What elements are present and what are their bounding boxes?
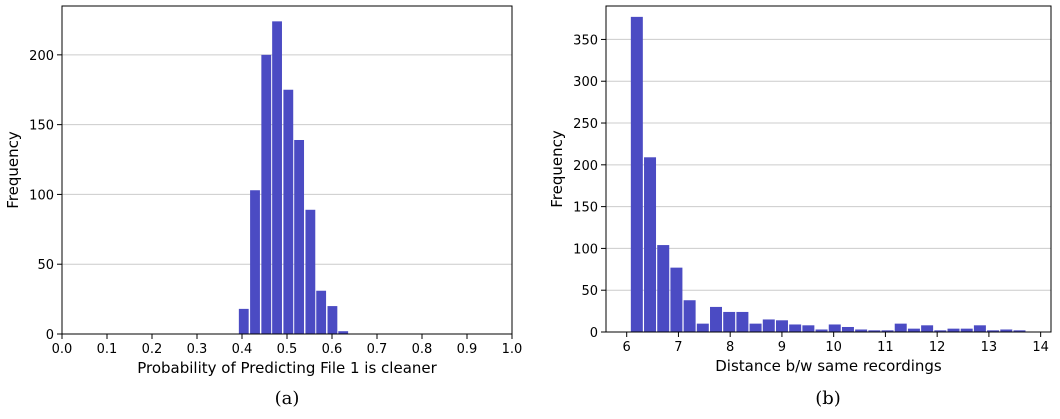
x-axis-label: Probability of Predicting File 1 is clea… bbox=[137, 359, 437, 377]
x-tick-label: 13 bbox=[981, 340, 998, 355]
histogram-bar bbox=[894, 323, 907, 332]
histogram-bar bbox=[973, 325, 986, 332]
histogram-bar bbox=[934, 330, 947, 332]
histogram-bar bbox=[283, 89, 294, 334]
histogram-bar bbox=[987, 330, 1000, 332]
x-tick-label: 0.6 bbox=[322, 342, 343, 357]
y-tick-label: 300 bbox=[573, 75, 598, 90]
histogram-bar bbox=[868, 330, 881, 332]
histogram-bar bbox=[710, 306, 723, 332]
histogram-bar bbox=[789, 324, 802, 332]
y-tick-label: 100 bbox=[29, 188, 54, 203]
x-tick-label: 10 bbox=[825, 340, 842, 355]
histogram-bar bbox=[294, 139, 305, 334]
x-tick-label: 0.2 bbox=[142, 342, 163, 357]
histogram-bar bbox=[881, 330, 894, 332]
chart-panel-a: 0 50 100 150 200 0.0 0.1 0.2 0.3 0.4 0.5 0.6 0.7 0.8 0… bbox=[4, 5, 523, 409]
y-tick-label: 0 bbox=[46, 328, 54, 343]
plot-frame bbox=[605, 5, 1052, 333]
chart-panel-b: 0 50 100 150 200 250 300 350 6 7 8 9 10 11 12 13 14 Dista… bbox=[548, 5, 1052, 409]
histogram-bar bbox=[644, 157, 657, 332]
histogram-bar bbox=[316, 290, 327, 334]
histogram-bar bbox=[723, 311, 736, 332]
histogram-bar bbox=[1000, 329, 1013, 332]
y-tick-label: 350 bbox=[573, 33, 598, 48]
histogram-bar bbox=[630, 16, 643, 332]
histogram-bar bbox=[238, 308, 249, 334]
panel-caption: (b) bbox=[815, 388, 841, 409]
histogram-bar bbox=[762, 319, 775, 332]
x-tick-label: 0.5 bbox=[277, 342, 298, 357]
x-tick-label: 14 bbox=[1032, 340, 1049, 355]
histogram-bar bbox=[802, 325, 815, 332]
panel-caption: (a) bbox=[275, 388, 300, 409]
x-tick-label: 8 bbox=[726, 340, 734, 355]
histogram-bar bbox=[815, 329, 828, 332]
histogram-bar bbox=[828, 324, 841, 332]
x-tick-label: 0.0 bbox=[52, 342, 73, 357]
y-tick-label: 150 bbox=[29, 119, 54, 134]
histogram-bar bbox=[327, 306, 338, 334]
x-tick-label: 9 bbox=[778, 340, 786, 355]
histogram-bar bbox=[921, 325, 934, 332]
y-tick-label: 50 bbox=[37, 258, 54, 273]
histogram-bar bbox=[775, 320, 788, 332]
histogram-bar bbox=[683, 300, 696, 332]
plot-frame bbox=[61, 5, 513, 335]
histogram-bar bbox=[261, 54, 272, 334]
x-axis-label: Distance b/w same recordings bbox=[715, 357, 942, 375]
x-tick-label: 0.3 bbox=[187, 342, 208, 357]
x-tick-label: 1.0 bbox=[502, 342, 523, 357]
histogram-bar bbox=[305, 209, 316, 334]
x-tick-label: 0.7 bbox=[367, 342, 388, 357]
y-tick-label: 250 bbox=[573, 117, 598, 132]
histogram-bar bbox=[947, 328, 960, 332]
x-tick-label: 0.4 bbox=[232, 342, 253, 357]
y-axis-label: Frequency bbox=[4, 131, 22, 209]
histogram-bar bbox=[1013, 330, 1026, 332]
y-tick-label: 50 bbox=[581, 284, 598, 299]
histogram-bar bbox=[250, 190, 260, 334]
histogram-bar bbox=[855, 329, 868, 332]
y-tick-label: 100 bbox=[573, 242, 598, 257]
y-tick-label: 150 bbox=[573, 201, 598, 216]
histogram-bar bbox=[841, 326, 854, 332]
histogram-bar bbox=[736, 311, 749, 332]
histogram-bar bbox=[960, 328, 973, 332]
histogram-bar bbox=[338, 331, 349, 334]
histogram-bar bbox=[907, 328, 920, 332]
histogram-bar bbox=[272, 21, 282, 335]
histogram-bar bbox=[696, 323, 709, 332]
x-tick-label: 11 bbox=[877, 340, 894, 355]
x-tick-label: 7 bbox=[674, 340, 682, 355]
histogram-bar bbox=[657, 245, 670, 332]
histogram-bar bbox=[670, 267, 683, 332]
x-tick-label: 0.9 bbox=[457, 342, 478, 357]
histogram-bar bbox=[749, 323, 762, 332]
y-tick-label: 200 bbox=[29, 49, 54, 64]
x-tick-label: 0.1 bbox=[97, 342, 118, 357]
x-tick-label: 0.8 bbox=[412, 342, 433, 357]
y-axis-label: Frequency bbox=[548, 130, 566, 208]
x-tick-label: 6 bbox=[623, 340, 631, 355]
y-tick-label: 0 bbox=[590, 326, 598, 341]
x-tick-label: 12 bbox=[929, 340, 946, 355]
y-tick-label: 200 bbox=[573, 159, 598, 174]
